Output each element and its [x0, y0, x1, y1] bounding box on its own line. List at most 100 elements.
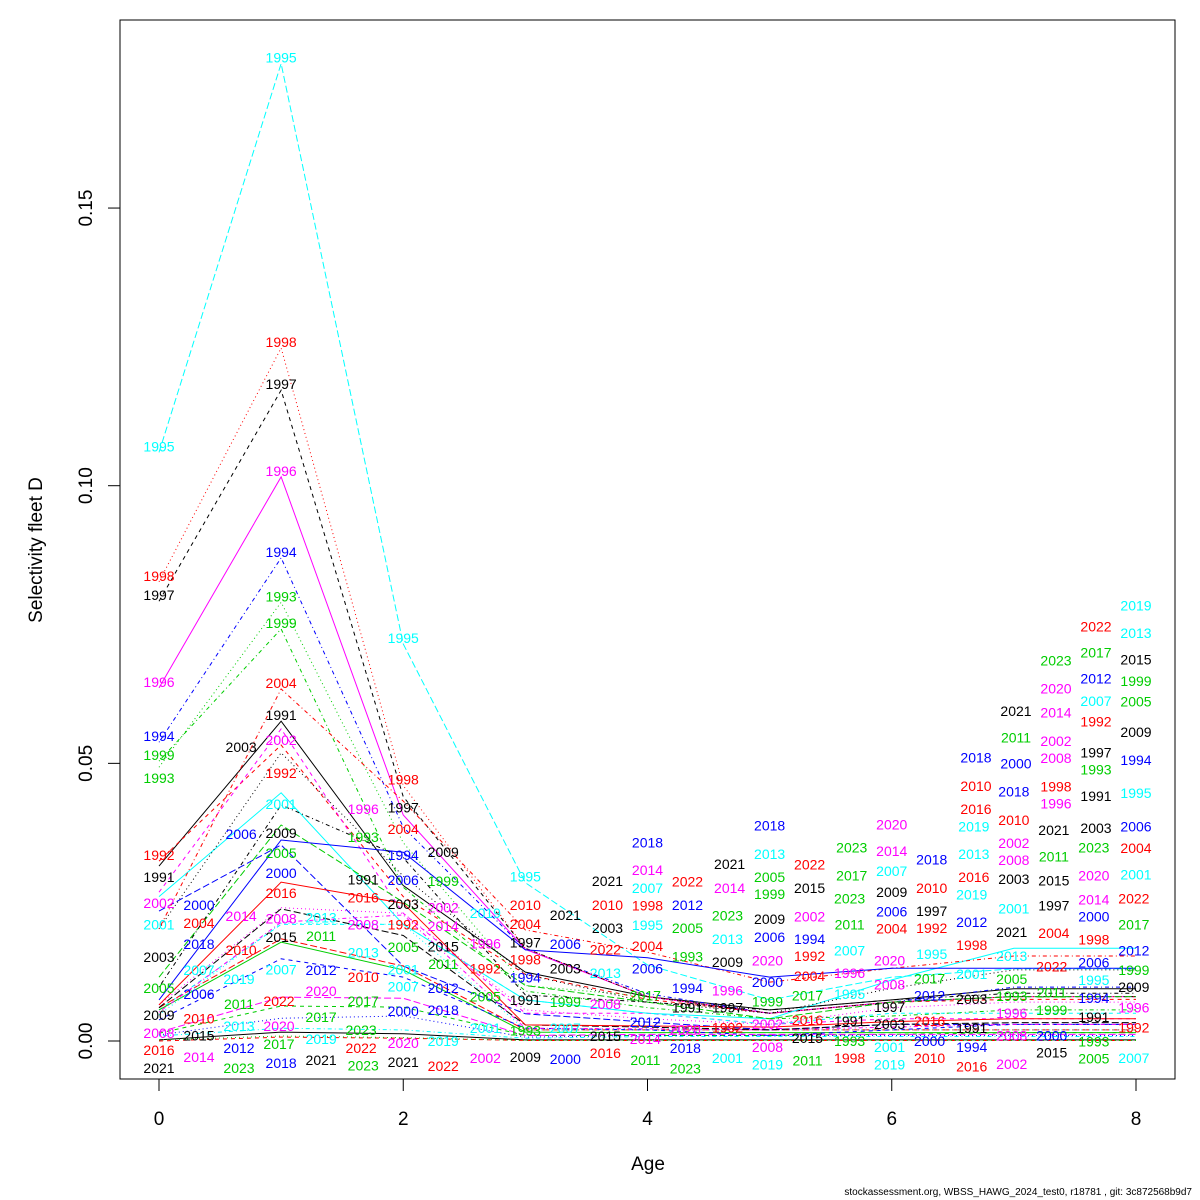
point-label-2006: 2006 [1120, 818, 1151, 834]
point-label-2014: 2014 [428, 918, 459, 934]
point-label-1993: 1993 [1078, 1034, 1109, 1050]
point-label-1999: 1999 [550, 994, 581, 1010]
point-label-2011: 2011 [792, 1053, 822, 1069]
point-label-1996: 1996 [996, 1005, 1027, 1021]
point-label-2018: 2018 [754, 817, 785, 833]
point-label-2023: 2023 [670, 1060, 701, 1076]
series-line-2007 [158, 923, 1136, 1025]
point-label-2002: 2002 [428, 899, 459, 915]
point-label-2020: 2020 [874, 952, 905, 968]
point-label-2008: 2008 [1040, 750, 1071, 766]
point-label-2009: 2009 [876, 884, 907, 900]
point-label-2004: 2004 [1120, 840, 1151, 856]
point-label-2013: 2013 [754, 846, 785, 862]
point-label-1995: 1995 [1078, 972, 1109, 988]
point-label-2015: 2015 [266, 929, 297, 945]
point-label-2020: 2020 [388, 1035, 419, 1051]
point-label-2007: 2007 [550, 1020, 581, 1036]
point-label-2000: 2000 [914, 1033, 945, 1049]
point-label-1991: 1991 [348, 872, 379, 888]
point-label-2018: 2018 [266, 1055, 297, 1071]
point-label-1998: 1998 [956, 937, 987, 953]
point-label-1991: 1991 [510, 992, 541, 1008]
point-label-2016: 2016 [348, 889, 379, 905]
point-label-1994: 1994 [266, 544, 297, 560]
point-label-1991: 1991 [834, 1013, 865, 1029]
point-label-2018: 2018 [998, 783, 1029, 799]
point-label-2016: 2016 [914, 1013, 945, 1029]
point-label-2003: 2003 [998, 871, 1029, 887]
point-label-1992: 1992 [470, 960, 501, 976]
point-label-2005: 2005 [1078, 1051, 1109, 1067]
point-label-1995: 1995 [143, 438, 174, 454]
point-label-1991: 1991 [956, 1020, 987, 1036]
point-label-2002: 2002 [996, 1056, 1027, 1072]
point-label-2006: 2006 [1078, 954, 1109, 970]
point-label-1997: 1997 [266, 376, 297, 392]
point-label-2021: 2021 [592, 873, 623, 889]
point-label-2023: 2023 [712, 907, 743, 923]
point-label-2011: 2011 [428, 956, 458, 972]
point-label-2022: 2022 [1080, 618, 1111, 634]
point-label-1998: 1998 [143, 568, 174, 584]
point-label-1997: 1997 [510, 934, 541, 950]
point-label-2012: 2012 [914, 987, 945, 1003]
point-label-1996: 1996 [1118, 1000, 1149, 1016]
point-label-2017: 2017 [348, 993, 379, 1009]
point-label-2004: 2004 [1038, 925, 1069, 941]
point-label-2015: 2015 [590, 1028, 621, 1044]
x-axis-label: Age [631, 1154, 665, 1175]
point-label-1998: 1998 [388, 772, 419, 788]
x-tick-label: 8 [1131, 1109, 1142, 1130]
footer-credit: stockassessment.org, WBSS_HAWG_2024_test… [844, 1187, 1192, 1198]
point-label-1993: 1993 [348, 829, 379, 845]
point-label-2016: 2016 [960, 801, 991, 817]
point-label-1997: 1997 [874, 999, 905, 1015]
point-label-2015: 2015 [794, 880, 825, 896]
point-label-2008: 2008 [348, 916, 379, 932]
point-label-1991: 1991 [143, 869, 174, 885]
point-label-2014: 2014 [630, 1031, 661, 1047]
point-label-1996: 1996 [143, 674, 174, 690]
point-label-2001: 2001 [388, 961, 419, 977]
point-label-2007: 2007 [1118, 1050, 1149, 1066]
point-label-2002: 2002 [143, 895, 174, 911]
point-label-2004: 2004 [266, 675, 297, 691]
point-label-2022: 2022 [794, 856, 825, 872]
point-label-2019: 2019 [956, 887, 987, 903]
point-label-2011: 2011 [630, 1052, 660, 1068]
point-label-2010: 2010 [183, 1011, 214, 1027]
point-label-2005: 2005 [996, 971, 1027, 987]
series-line-2006 [158, 839, 1136, 1001]
point-label-2005: 2005 [388, 939, 419, 955]
point-label-1993: 1993 [143, 770, 174, 786]
point-label-2004: 2004 [632, 938, 663, 954]
point-label-2010: 2010 [914, 1050, 945, 1066]
point-label-2001: 2001 [874, 1039, 905, 1055]
point-label-2006: 2006 [632, 961, 663, 977]
point-label-2017: 2017 [630, 987, 661, 1003]
point-label-2021: 2021 [143, 1060, 174, 1076]
point-label-2019: 2019 [1120, 598, 1151, 614]
point-label-2022: 2022 [1118, 890, 1149, 906]
series-line-2000 [158, 844, 1136, 1031]
point-label-1991: 1991 [672, 1000, 703, 1016]
point-label-2002: 2002 [998, 835, 1029, 851]
point-label-2000: 2000 [266, 865, 297, 881]
point-label-2021: 2021 [1038, 822, 1069, 838]
point-label-1994: 1994 [143, 728, 174, 744]
point-label-2002: 2002 [266, 732, 297, 748]
point-label-2020: 2020 [263, 1018, 294, 1034]
point-label-2004: 2004 [183, 915, 214, 931]
point-label-2010: 2010 [226, 942, 257, 958]
point-label-2014: 2014 [1078, 891, 1109, 907]
point-label-1992: 1992 [388, 917, 419, 933]
point-label-2003: 2003 [388, 896, 419, 912]
series-line-1998 [158, 346, 1136, 1014]
point-label-2013: 2013 [1120, 625, 1151, 641]
point-label-2018: 2018 [670, 1040, 701, 1056]
series-line-2008 [158, 907, 1136, 1025]
point-label-2015: 2015 [428, 938, 459, 954]
point-label-2016: 2016 [792, 1012, 823, 1028]
point-label-2010: 2010 [348, 969, 379, 985]
